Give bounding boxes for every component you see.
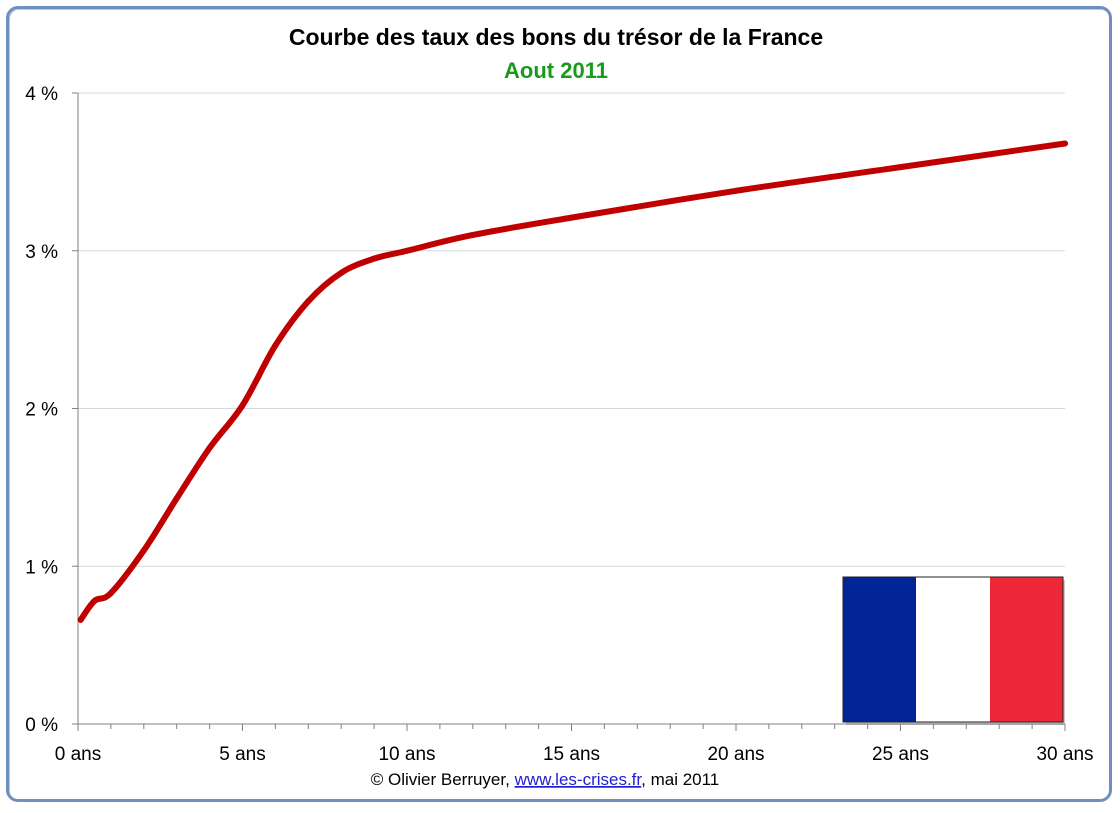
x-tick-label-3: 15 ans [543,744,600,765]
y-axis-ticks: 0 % 1 % 2 % 3 % 4 % [25,84,78,736]
credit-suffix: , mai 2011 [641,770,719,789]
credit-link[interactable]: www.les-crises.fr [514,770,643,789]
credit-prefix: © Olivier Berruyer, [371,770,515,789]
x-tick-label-2: 10 ans [378,744,435,765]
credit-line: © Olivier Berruyer, www.les-crises.fr, m… [371,770,720,789]
data-point-0-14 [733,187,739,194]
data-point-0-5 [206,444,213,451]
data-point-0-3 [140,547,147,554]
x-tick-label-6: 30 ans [1036,744,1093,765]
chart-title: Courbe des taux des bons du trésor de la… [289,24,823,50]
data-point-0-7 [272,342,279,349]
y-tick-label-2: 2 % [25,400,58,421]
flag-stripe-red [990,577,1063,722]
data-point-0-13 [568,214,575,221]
series-layer [77,140,1068,623]
y-tick-label-0: 0 % [25,715,58,736]
x-tick-label-0: 0 ans [55,744,101,765]
y-tick-label-3: 3 % [25,242,58,263]
flag-stripe-white [916,577,990,722]
data-point-0-1 [91,597,98,604]
y-tick-label-1: 1 % [25,557,58,578]
data-point-0-16 [1062,140,1068,147]
data-point-0-9 [338,269,345,276]
data-point-0-4 [173,495,180,502]
flag-stripe-blue [843,577,916,722]
x-axis-ticks: 0 ans 5 ans 10 ans 15 ans 20 ans 25 ans 30 ans [55,724,1094,765]
data-point-0-10 [371,255,378,262]
data-point-0-11 [404,247,410,254]
data-point-0-2 [107,590,114,597]
data-point-0-15 [897,164,904,171]
france-flag [842,576,1065,725]
data-point-0-12 [469,231,476,238]
chart-subtitle: Aout 2011 [504,58,608,83]
data-point-0-6 [239,402,246,409]
y-tick-label-4: 4 % [25,84,58,105]
x-tick-label-1: 5 ans [219,744,265,765]
data-point-0-0 [77,616,84,623]
x-tick-label-4: 20 ans [707,744,764,765]
x-tick-label-5: 25 ans [872,744,929,765]
data-point-0-8 [305,298,312,305]
